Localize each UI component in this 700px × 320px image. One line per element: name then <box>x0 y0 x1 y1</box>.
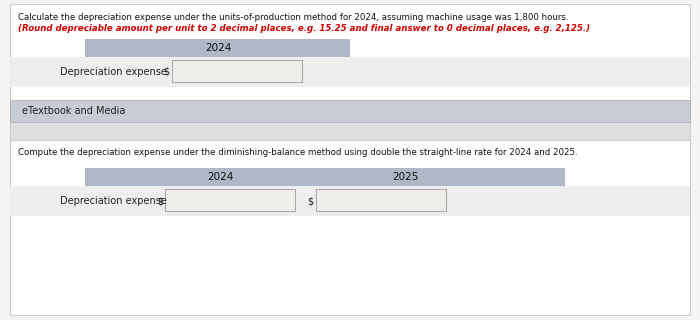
FancyBboxPatch shape <box>10 4 690 152</box>
Text: Compute the depreciation expense under the diminishing-balance method using doub: Compute the depreciation expense under t… <box>18 148 578 157</box>
FancyBboxPatch shape <box>165 189 295 211</box>
Text: Depreciation expense: Depreciation expense <box>60 67 167 77</box>
FancyBboxPatch shape <box>10 140 690 315</box>
Text: eTextbook and Media: eTextbook and Media <box>22 106 125 116</box>
Text: Depreciation expense: Depreciation expense <box>60 196 167 206</box>
FancyBboxPatch shape <box>10 186 690 216</box>
FancyBboxPatch shape <box>316 189 446 211</box>
FancyBboxPatch shape <box>172 60 302 82</box>
Text: $: $ <box>157 196 163 206</box>
Text: 2024: 2024 <box>206 172 233 182</box>
Text: $: $ <box>163 67 169 77</box>
FancyBboxPatch shape <box>85 168 565 186</box>
FancyBboxPatch shape <box>10 57 690 87</box>
Text: $: $ <box>307 196 313 206</box>
FancyBboxPatch shape <box>10 100 690 122</box>
Text: (Round depreciable amount per unit to 2 decimal places, e.g. 15.25 and final ans: (Round depreciable amount per unit to 2 … <box>18 24 590 33</box>
Text: Calculate the depreciation expense under the units-of-production method for 2024: Calculate the depreciation expense under… <box>18 13 568 22</box>
Text: 2024: 2024 <box>205 43 231 53</box>
Text: 2025: 2025 <box>392 172 418 182</box>
FancyBboxPatch shape <box>85 39 350 57</box>
FancyBboxPatch shape <box>10 122 690 140</box>
